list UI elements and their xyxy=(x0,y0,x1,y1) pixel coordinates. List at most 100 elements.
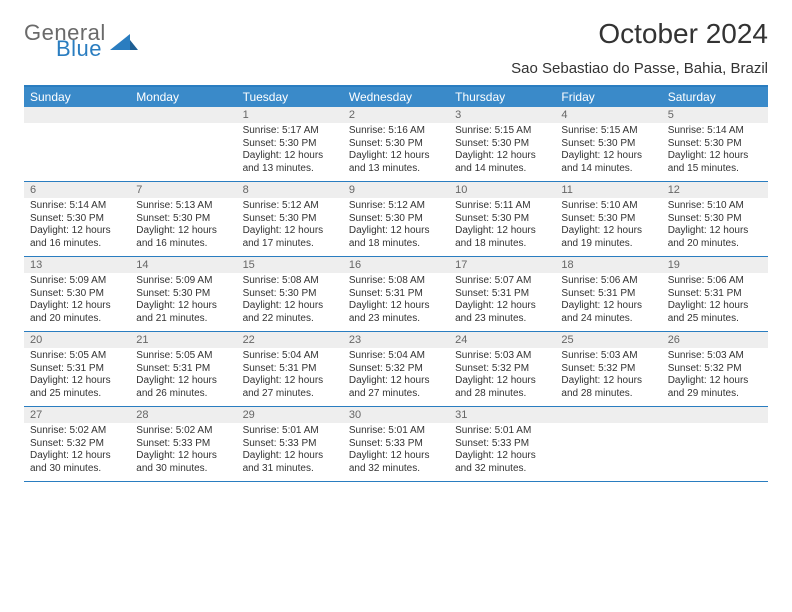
detail-line: and 16 minutes. xyxy=(30,238,124,251)
month-title: October 2024 xyxy=(511,18,768,50)
day-details xyxy=(555,423,661,481)
day-number: 21 xyxy=(130,332,236,348)
day-cell: 25Sunrise: 5:03 AMSunset: 5:32 PMDayligh… xyxy=(555,332,661,406)
detail-line: Daylight: 12 hours xyxy=(136,225,230,238)
detail-line: Sunrise: 5:06 AM xyxy=(668,275,762,288)
day-cell xyxy=(24,107,130,181)
day-details xyxy=(130,123,236,181)
detail-line: and 30 minutes. xyxy=(136,463,230,476)
detail-line: Sunrise: 5:16 AM xyxy=(349,125,443,138)
weeks-container: 1Sunrise: 5:17 AMSunset: 5:30 PMDaylight… xyxy=(24,107,768,482)
day-cell: 9Sunrise: 5:12 AMSunset: 5:30 PMDaylight… xyxy=(343,182,449,256)
day-number xyxy=(662,407,768,423)
day-number: 12 xyxy=(662,182,768,198)
day-details: Sunrise: 5:14 AMSunset: 5:30 PMDaylight:… xyxy=(24,198,130,256)
detail-line: Daylight: 12 hours xyxy=(455,450,549,463)
detail-line: and 23 minutes. xyxy=(455,313,549,326)
detail-line: Sunset: 5:30 PM xyxy=(136,288,230,301)
detail-line: Daylight: 12 hours xyxy=(136,300,230,313)
detail-line: Sunset: 5:32 PM xyxy=(30,438,124,451)
day-details: Sunrise: 5:01 AMSunset: 5:33 PMDaylight:… xyxy=(449,423,555,481)
detail-line: and 20 minutes. xyxy=(668,238,762,251)
day-header: Saturday xyxy=(662,87,768,107)
detail-line: Sunset: 5:32 PM xyxy=(561,363,655,376)
week-row: 13Sunrise: 5:09 AMSunset: 5:30 PMDayligh… xyxy=(24,257,768,332)
day-details xyxy=(662,423,768,481)
detail-line: and 28 minutes. xyxy=(561,388,655,401)
detail-line: Sunset: 5:30 PM xyxy=(455,213,549,226)
location: Sao Sebastiao do Passe, Bahia, Brazil xyxy=(511,60,768,77)
day-number: 18 xyxy=(555,257,661,273)
day-cell: 5Sunrise: 5:14 AMSunset: 5:30 PMDaylight… xyxy=(662,107,768,181)
week-row: 20Sunrise: 5:05 AMSunset: 5:31 PMDayligh… xyxy=(24,332,768,407)
day-number: 5 xyxy=(662,107,768,123)
detail-line: and 30 minutes. xyxy=(30,463,124,476)
detail-line: Daylight: 12 hours xyxy=(455,300,549,313)
detail-line: Sunrise: 5:01 AM xyxy=(243,425,337,438)
detail-line: Sunrise: 5:08 AM xyxy=(243,275,337,288)
detail-line: Sunset: 5:31 PM xyxy=(349,288,443,301)
detail-line: Sunrise: 5:02 AM xyxy=(30,425,124,438)
day-details: Sunrise: 5:01 AMSunset: 5:33 PMDaylight:… xyxy=(343,423,449,481)
day-number: 15 xyxy=(237,257,343,273)
day-header: Tuesday xyxy=(237,87,343,107)
detail-line: Daylight: 12 hours xyxy=(30,225,124,238)
day-cell: 16Sunrise: 5:08 AMSunset: 5:31 PMDayligh… xyxy=(343,257,449,331)
title-block: October 2024 Sao Sebastiao do Passe, Bah… xyxy=(511,18,768,77)
detail-line: Sunrise: 5:05 AM xyxy=(30,350,124,363)
detail-line: Sunset: 5:31 PM xyxy=(136,363,230,376)
detail-line: Daylight: 12 hours xyxy=(668,375,762,388)
detail-line: Sunrise: 5:09 AM xyxy=(30,275,124,288)
day-cell: 20Sunrise: 5:05 AMSunset: 5:31 PMDayligh… xyxy=(24,332,130,406)
detail-line: and 31 minutes. xyxy=(243,463,337,476)
detail-line: Daylight: 12 hours xyxy=(561,375,655,388)
detail-line: Daylight: 12 hours xyxy=(349,375,443,388)
day-header: Sunday xyxy=(24,87,130,107)
day-number: 25 xyxy=(555,332,661,348)
day-details: Sunrise: 5:02 AMSunset: 5:32 PMDaylight:… xyxy=(24,423,130,481)
day-details: Sunrise: 5:16 AMSunset: 5:30 PMDaylight:… xyxy=(343,123,449,181)
detail-line: Daylight: 12 hours xyxy=(136,375,230,388)
detail-line: Sunrise: 5:10 AM xyxy=(668,200,762,213)
week-row: 1Sunrise: 5:17 AMSunset: 5:30 PMDaylight… xyxy=(24,107,768,182)
day-number: 4 xyxy=(555,107,661,123)
detail-line: and 28 minutes. xyxy=(455,388,549,401)
detail-line: Sunset: 5:30 PM xyxy=(243,138,337,151)
detail-line: Sunset: 5:33 PM xyxy=(136,438,230,451)
day-number: 11 xyxy=(555,182,661,198)
detail-line: Daylight: 12 hours xyxy=(455,225,549,238)
day-cell: 18Sunrise: 5:06 AMSunset: 5:31 PMDayligh… xyxy=(555,257,661,331)
detail-line: Sunrise: 5:14 AM xyxy=(30,200,124,213)
day-cell: 26Sunrise: 5:03 AMSunset: 5:32 PMDayligh… xyxy=(662,332,768,406)
detail-line: Sunset: 5:30 PM xyxy=(243,288,337,301)
detail-line: Daylight: 12 hours xyxy=(668,150,762,163)
day-cell: 4Sunrise: 5:15 AMSunset: 5:30 PMDaylight… xyxy=(555,107,661,181)
day-number: 6 xyxy=(24,182,130,198)
detail-line: Daylight: 12 hours xyxy=(30,375,124,388)
day-header-row: SundayMondayTuesdayWednesdayThursdayFrid… xyxy=(24,87,768,107)
day-number: 20 xyxy=(24,332,130,348)
day-cell: 1Sunrise: 5:17 AMSunset: 5:30 PMDaylight… xyxy=(237,107,343,181)
detail-line: and 18 minutes. xyxy=(349,238,443,251)
detail-line: and 23 minutes. xyxy=(349,313,443,326)
day-number: 23 xyxy=(343,332,449,348)
detail-line: and 18 minutes. xyxy=(455,238,549,251)
day-cell: 28Sunrise: 5:02 AMSunset: 5:33 PMDayligh… xyxy=(130,407,236,481)
day-cell: 27Sunrise: 5:02 AMSunset: 5:32 PMDayligh… xyxy=(24,407,130,481)
day-cell: 2Sunrise: 5:16 AMSunset: 5:30 PMDaylight… xyxy=(343,107,449,181)
day-header: Monday xyxy=(130,87,236,107)
calendar: SundayMondayTuesdayWednesdayThursdayFrid… xyxy=(24,85,768,482)
detail-line: Daylight: 12 hours xyxy=(243,150,337,163)
day-number xyxy=(24,107,130,123)
day-cell: 14Sunrise: 5:09 AMSunset: 5:30 PMDayligh… xyxy=(130,257,236,331)
day-cell: 29Sunrise: 5:01 AMSunset: 5:33 PMDayligh… xyxy=(237,407,343,481)
day-number: 29 xyxy=(237,407,343,423)
day-number: 10 xyxy=(449,182,555,198)
day-details: Sunrise: 5:10 AMSunset: 5:30 PMDaylight:… xyxy=(662,198,768,256)
detail-line: Daylight: 12 hours xyxy=(668,225,762,238)
day-number: 7 xyxy=(130,182,236,198)
detail-line: and 16 minutes. xyxy=(136,238,230,251)
detail-line: and 29 minutes. xyxy=(668,388,762,401)
day-cell: 30Sunrise: 5:01 AMSunset: 5:33 PMDayligh… xyxy=(343,407,449,481)
detail-line: Daylight: 12 hours xyxy=(455,150,549,163)
